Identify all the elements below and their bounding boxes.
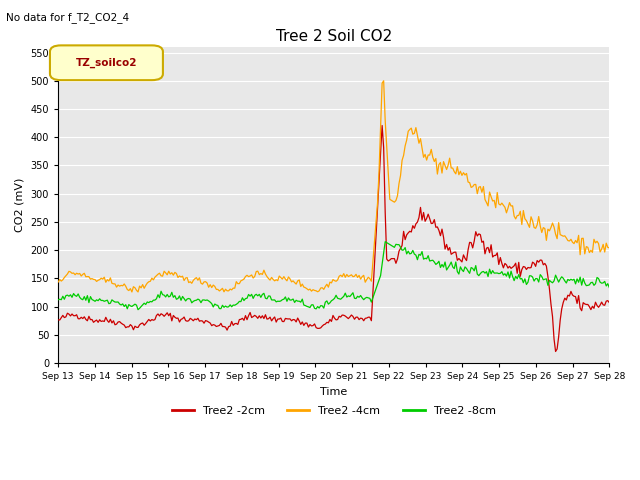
- X-axis label: Time: Time: [320, 386, 348, 396]
- Text: No data for f_T2_CO2_4: No data for f_T2_CO2_4: [6, 12, 129, 23]
- FancyBboxPatch shape: [50, 46, 163, 80]
- Legend: Tree2 -2cm, Tree2 -4cm, Tree2 -8cm: Tree2 -2cm, Tree2 -4cm, Tree2 -8cm: [168, 402, 500, 420]
- Text: TZ_soilco2: TZ_soilco2: [76, 58, 138, 68]
- Y-axis label: CO2 (mV): CO2 (mV): [15, 178, 25, 232]
- Title: Tree 2 Soil CO2: Tree 2 Soil CO2: [276, 29, 392, 44]
